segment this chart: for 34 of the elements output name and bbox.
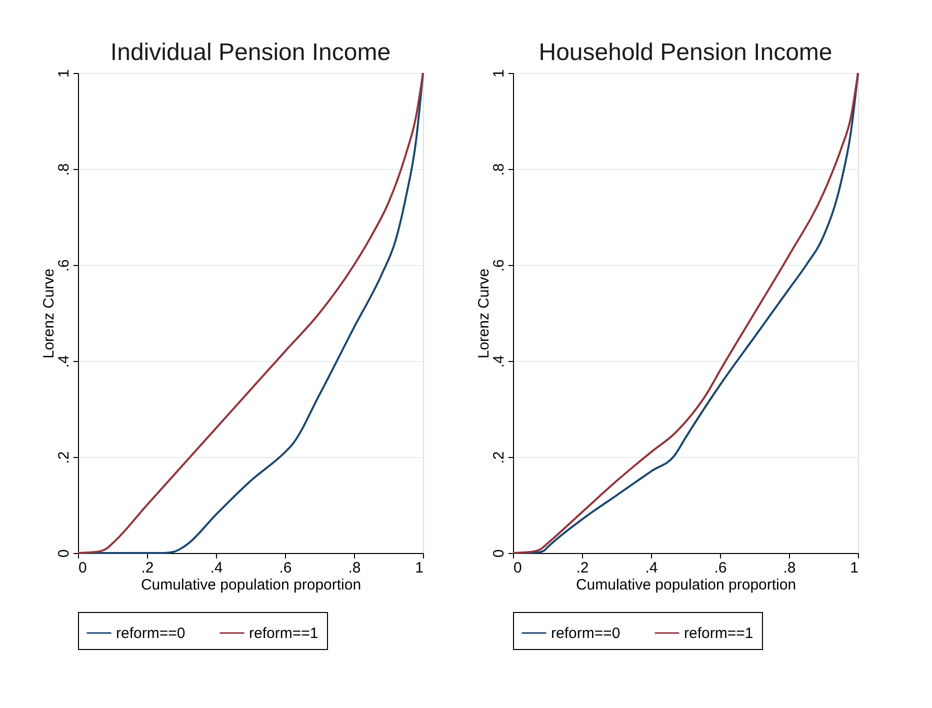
x-tick-label: .6 [279,560,292,576]
x-tick-label: .4 [645,560,658,576]
y-tick-label: .2 [56,451,72,464]
legend-label: reform==1 [684,625,754,642]
x-tick-label: .2 [141,560,154,576]
y-tick-label: .4 [490,355,508,368]
x-tick-label: 0 [78,560,87,576]
y-tick-label: 1 [56,69,72,78]
y-tick-label: 1 [490,69,508,78]
y-tick-label: 0 [56,549,72,558]
legend-label: reform==0 [551,625,620,642]
y-tick-label: .2 [490,451,508,464]
legend-label: reform==0 [116,625,186,642]
x-axis-title: Cumulative population proportion [576,576,796,594]
y-axis-title: Lorenz Curve [40,268,58,359]
x-tick-label: .2 [576,560,589,576]
x-tick-label: .4 [210,560,223,576]
chart-title: Household Pension Income [538,38,832,66]
y-tick-label: .6 [490,259,508,272]
x-axis-title: Cumulative population proportion [140,576,362,594]
y-axis-title: Lorenz Curve [476,268,492,359]
x-tick-label: .8 [348,560,361,576]
x-tick-label: 1 [850,560,858,576]
x-tick-label: 1 [415,560,424,576]
y-tick-label: .6 [56,259,72,272]
y-tick-label: .8 [490,163,508,176]
y-tick-label: 0 [490,549,508,558]
x-tick-label: .8 [783,560,796,576]
x-tick-label: .6 [714,560,727,576]
y-tick-label: .4 [56,355,72,368]
chart-title: Individual Pension Income [110,38,391,66]
legend-label: reform==1 [249,625,318,642]
y-tick-label: .8 [56,163,72,176]
x-tick-label: 0 [514,560,522,576]
